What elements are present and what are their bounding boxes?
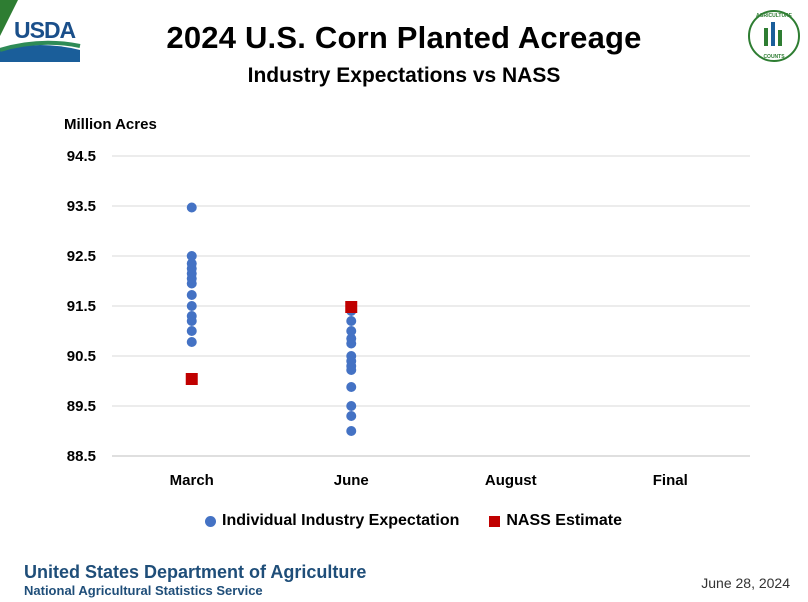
page-title: 2024 U.S. Corn Planted Acreage (166, 20, 642, 55)
nass-estimate-point (345, 301, 358, 313)
x-tick-label: June (334, 472, 369, 489)
y-tick-label: 94.5 (67, 148, 96, 165)
legend-marker-industry (205, 515, 216, 527)
x-tick-label: March (170, 472, 214, 489)
page-subtitle: Industry Expectations vs NASS (247, 64, 561, 87)
legend-marker-nass (489, 515, 501, 527)
chart-legend: Individual Industry Expectation NASS Est… (205, 512, 622, 530)
industry-expectation-point (186, 301, 197, 311)
nass-estimate-point (185, 373, 198, 385)
y-tick-label: 92.5 (67, 248, 96, 265)
industry-expectation-point (346, 316, 357, 326)
industry-expectation-point (186, 202, 197, 213)
industry-expectation-point (346, 426, 357, 436)
y-tick-label: 90.5 (67, 348, 96, 365)
legend-label-nass: NASS Estimate (506, 512, 622, 529)
footer-department: United States Department of Agriculture (24, 562, 367, 582)
industry-expectation-point (186, 326, 197, 336)
footer-date: June 28, 2024 (701, 575, 790, 591)
svg-text:AGRICULTURE: AGRICULTURE (756, 13, 793, 19)
industry-expectation-point (186, 316, 197, 326)
industry-expectation-point (186, 290, 197, 300)
x-tick-label: Final (653, 472, 688, 489)
industry-expectation-point (346, 338, 357, 349)
industry-expectation-point (186, 337, 197, 347)
industry-expectation-point (186, 251, 197, 261)
usda-logo: USDA (0, 0, 81, 62)
y-tick-label: 89.5 (67, 398, 96, 415)
industry-expectation-point (346, 401, 357, 411)
svg-text:COUNTS: COUNTS (763, 54, 785, 60)
agriculture-counts-logo: AGRICULTURE COUNTS (748, 10, 800, 62)
y-tick-label: 88.5 (67, 448, 96, 465)
y-tick-label: 91.5 (67, 298, 96, 315)
footer-service: National Agricultural Statistics Service (24, 583, 263, 598)
industry-expectation-point (346, 365, 357, 375)
industry-expectation-point (346, 411, 357, 421)
svg-text:USDA: USDA (14, 17, 76, 43)
industry-expectation-point (346, 326, 357, 336)
industry-expectation-point (186, 278, 197, 289)
y-axis-label: Million Acres (64, 116, 157, 133)
x-tick-label: August (485, 472, 537, 489)
legend-label-industry: Individual Industry Expectation (222, 512, 460, 529)
y-tick-label: 93.5 (67, 198, 96, 215)
industry-expectation-point (346, 382, 357, 392)
